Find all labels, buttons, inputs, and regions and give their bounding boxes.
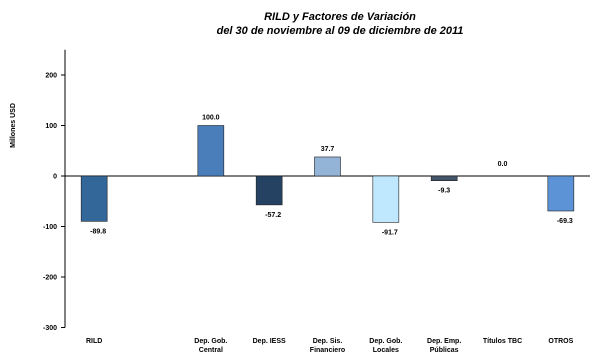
y-tick-label: 0: [53, 174, 57, 181]
category-label: Central: [199, 347, 223, 354]
y-tick-label: -300: [43, 325, 57, 332]
data-label: -57.2: [265, 212, 281, 219]
category-label: Dep. Emp.: [427, 338, 461, 345]
y-tick-label: -200: [43, 275, 57, 282]
data-label: -91.7: [382, 229, 398, 236]
category-label: RILD: [86, 338, 102, 345]
bar: [197, 125, 225, 177]
category-label: Dep. Gob.: [194, 338, 227, 345]
data-label: 0.0: [498, 161, 508, 168]
category-label: Dep. Sis.: [313, 338, 343, 345]
y-tick-label: 200: [45, 73, 57, 80]
bar: [255, 175, 283, 206]
data-label: -9.3: [438, 188, 450, 195]
chart-subtitle: del 30 de noviembre al 09 de diciembre d…: [216, 25, 464, 37]
bar: [80, 175, 108, 222]
chart-title: RILD y Factores de Variación: [264, 11, 416, 23]
category-label: Locales: [373, 347, 399, 354]
data-label: -69.3: [557, 218, 573, 225]
category-label: Dep. IESS: [253, 338, 286, 345]
bar: [314, 156, 341, 177]
y-tick-label: -100: [43, 224, 57, 231]
category-label: Dep. Gob.: [369, 338, 402, 345]
category-label: Financiero: [310, 347, 345, 354]
bar: [430, 175, 458, 181]
data-label: 37.7: [321, 146, 335, 153]
y-tick-label: 100: [45, 123, 57, 130]
category-label: Títulos TBC: [483, 338, 522, 345]
y-axis-title: Millones USD: [10, 103, 17, 148]
category-label: Públicas: [430, 347, 459, 354]
data-label: 100.0: [202, 115, 220, 122]
bar: [547, 175, 575, 212]
data-label: -89.8: [90, 228, 106, 235]
category-label: OTROS: [548, 338, 573, 345]
bar: [372, 175, 400, 223]
